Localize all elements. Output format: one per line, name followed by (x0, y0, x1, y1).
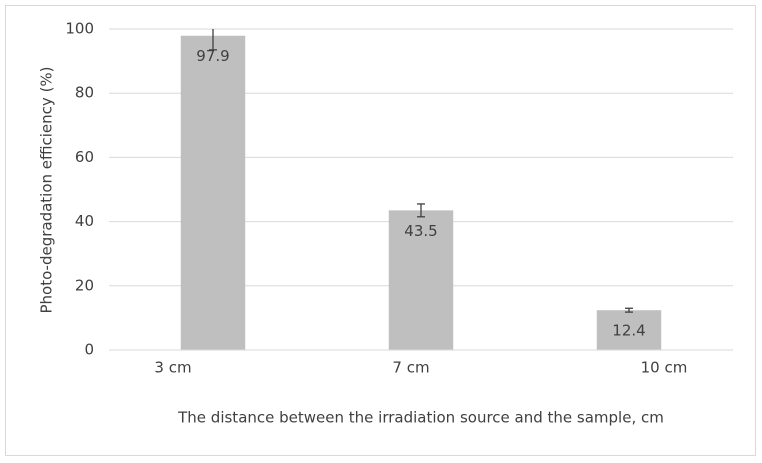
data-label: 97.9 (196, 47, 229, 65)
chart-border (5, 5, 756, 456)
y-tick-label: 60 (75, 148, 94, 166)
x-tick-label: 7 cm (392, 359, 429, 377)
y-tick-label: 40 (75, 212, 94, 230)
error-bar (417, 203, 425, 218)
bar (388, 210, 454, 350)
x-tick-label: 3 cm (154, 359, 191, 377)
bar (180, 35, 246, 351)
error-bar (209, 29, 217, 51)
x-axis-title: The distance between the irradiation sou… (177, 409, 664, 427)
y-tick-label: 100 (65, 20, 94, 38)
error-bar (625, 307, 633, 313)
y-tick-label: 0 (84, 341, 94, 359)
y-axis-title: Photo-degradation efficiency (%) (38, 66, 56, 313)
x-tick-label: 10 cm (641, 359, 688, 377)
y-tick-label: 80 (75, 84, 94, 102)
data-label: 43.5 (404, 222, 437, 240)
bar (596, 310, 662, 350)
y-tick-label: 20 (75, 276, 94, 294)
data-label: 12.4 (612, 322, 645, 340)
